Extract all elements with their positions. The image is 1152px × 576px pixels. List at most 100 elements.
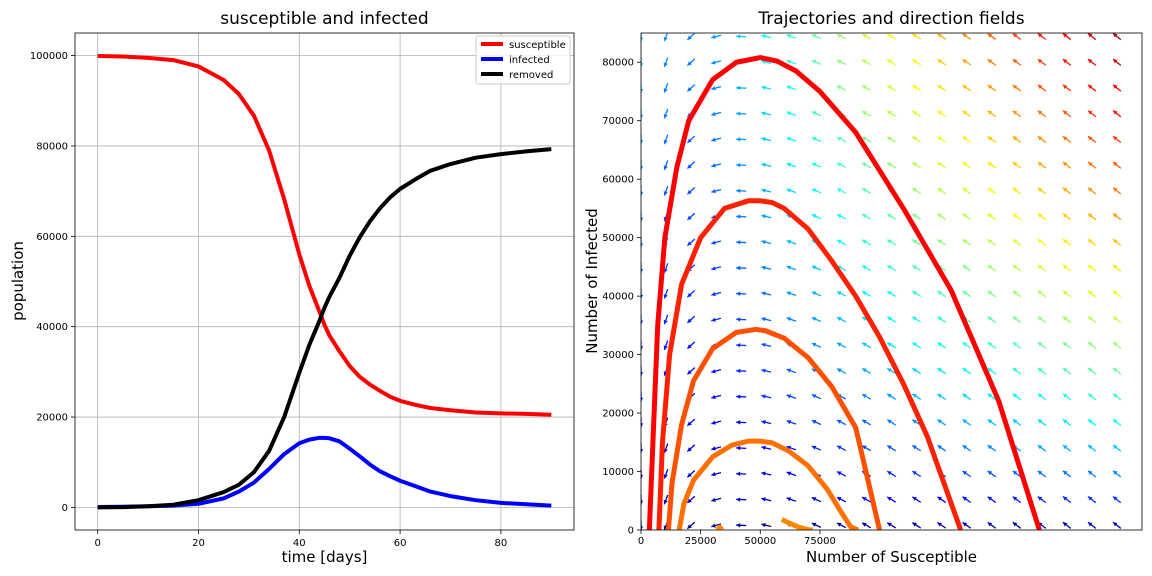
direction-arrow	[1037, 58, 1047, 66]
direction-arrow	[736, 394, 747, 399]
direction-arrow	[811, 162, 822, 168]
trajectory-line	[676, 438, 860, 530]
direction-arrow	[786, 471, 797, 477]
direction-arrow	[1012, 418, 1022, 426]
direction-arrow	[962, 470, 972, 478]
direction-arrow	[711, 111, 722, 117]
direction-arrow	[962, 84, 972, 92]
direction-arrow	[912, 58, 922, 66]
direction-arrow	[1012, 213, 1022, 221]
direction-arrow	[641, 263, 644, 274]
direction-arrow	[711, 137, 722, 142]
direction-arrow	[1037, 264, 1047, 272]
direction-arrow	[1012, 33, 1022, 41]
direction-arrow	[711, 317, 722, 322]
direction-arrow	[641, 185, 644, 196]
direction-arrow	[912, 316, 922, 323]
direction-arrow	[736, 291, 747, 296]
direction-arrow	[641, 468, 644, 479]
direction-arrow	[912, 264, 922, 272]
direction-arrow	[1012, 187, 1022, 195]
direction-arrow	[1012, 238, 1022, 246]
direction-arrow	[937, 58, 947, 66]
right-plot-frame	[640, 32, 1143, 531]
direction-arrow	[937, 393, 947, 401]
direction-arrow	[1087, 238, 1097, 246]
direction-arrow	[912, 84, 922, 92]
direction-arrow	[861, 136, 872, 143]
right-y-tick-label: 80000	[602, 58, 634, 69]
direction-arrow	[663, 340, 669, 351]
direction-arrow	[937, 84, 947, 92]
direction-arrow	[1037, 393, 1047, 401]
direction-arrow	[736, 368, 747, 374]
direction-arrow	[1062, 238, 1072, 246]
direction-arrow	[786, 59, 797, 65]
direction-arrow	[861, 445, 872, 452]
right-x-tick-label: 50000	[744, 536, 776, 547]
direction-arrow	[686, 495, 696, 504]
legend: susceptible infected removed	[475, 35, 571, 85]
direction-arrow	[686, 367, 696, 375]
direction-arrow	[786, 34, 797, 39]
direction-arrow	[1037, 135, 1047, 143]
direction-arrow	[987, 521, 997, 529]
trajectory-line	[780, 517, 813, 530]
direction-arrow	[736, 34, 747, 39]
right-x-tick-label: 75000	[804, 536, 836, 547]
direction-arrow	[836, 85, 847, 91]
direction-arrow	[1112, 161, 1122, 169]
direction-arrow	[663, 288, 669, 299]
right-x-axis-label: Number of Susceptible	[806, 548, 977, 566]
direction-arrow	[811, 522, 822, 528]
direction-arrow	[962, 110, 972, 118]
direction-arrow	[861, 496, 872, 503]
direction-arrow	[1087, 444, 1097, 452]
left-y-tick-label: 0	[62, 503, 68, 514]
direction-arrow	[1087, 135, 1097, 144]
direction-arrow	[1112, 470, 1122, 478]
direction-arrow	[962, 393, 972, 401]
right-x-tick-label: 25000	[685, 536, 717, 547]
direction-arrow	[987, 264, 997, 272]
direction-arrow	[861, 213, 872, 220]
direction-arrow	[786, 111, 797, 117]
direction-arrow	[736, 111, 747, 116]
direction-arrow	[1012, 496, 1022, 504]
direction-arrow	[663, 185, 669, 196]
direction-arrow	[761, 34, 772, 39]
direction-arrow	[912, 522, 922, 529]
direction-arrow	[861, 33, 872, 40]
direction-arrow	[736, 342, 747, 348]
direction-arrow	[711, 291, 722, 297]
direction-arrow	[937, 341, 947, 349]
direction-arrow	[836, 136, 847, 143]
direction-arrow	[987, 418, 997, 426]
direction-arrow	[987, 444, 997, 452]
direction-arrow	[663, 160, 669, 171]
direction-arrow	[786, 394, 797, 400]
right-y-tick-label: 40000	[602, 292, 634, 303]
direction-arrow	[962, 33, 972, 40]
direction-arrow	[1087, 367, 1097, 375]
direction-arrow	[987, 393, 997, 401]
direction-arrow	[1012, 161, 1022, 169]
direction-arrow	[686, 341, 696, 350]
direction-arrow	[686, 161, 696, 169]
direction-arrow	[761, 162, 772, 168]
direction-arrow	[711, 240, 722, 245]
left-lines	[97, 54, 552, 510]
direction-arrow	[1062, 264, 1072, 272]
direction-arrow	[686, 187, 696, 195]
direction-arrow	[686, 521, 696, 530]
direction-arrow	[937, 521, 947, 529]
direction-arrow	[836, 213, 847, 220]
left-x-tick-label: 80	[495, 538, 508, 549]
direction-arrow	[1087, 290, 1097, 298]
direction-arrow	[1012, 58, 1022, 66]
direction-arrow	[686, 470, 696, 478]
direction-arrow	[836, 187, 847, 194]
direction-arrow	[962, 367, 972, 375]
direction-arrow	[1062, 187, 1072, 195]
left-ticks: 0 20 40 60 80 0 20000 40000 60000 80000 100000	[30, 51, 507, 549]
